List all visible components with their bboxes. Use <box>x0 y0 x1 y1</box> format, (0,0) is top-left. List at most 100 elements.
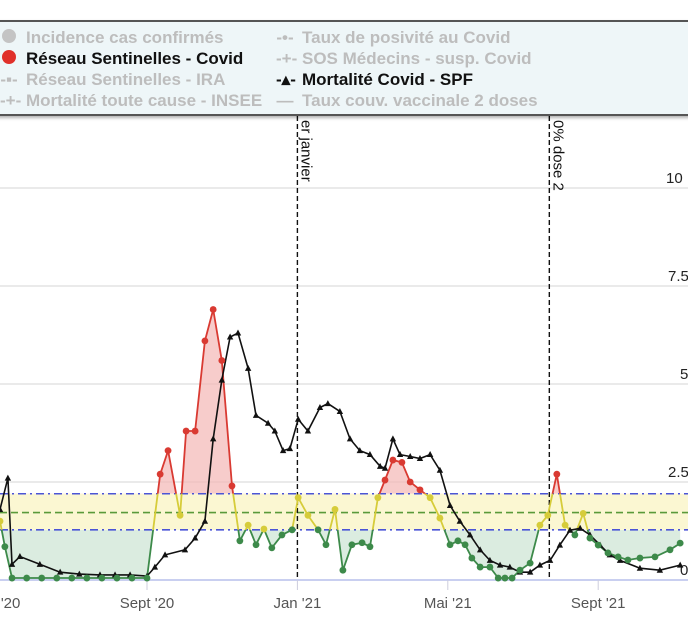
mortality-point <box>161 551 169 558</box>
sentinel-covid-point <box>8 574 16 582</box>
sentinel-covid-point <box>98 574 106 582</box>
sentinel-covid-point <box>244 521 252 529</box>
mortality-point <box>536 561 544 568</box>
legend-item-sentinelles-covid[interactable]: Réseau Sentinelles - Covid <box>0 49 243 69</box>
mortality-point <box>76 570 83 577</box>
sentinel-covid-point <box>494 574 502 582</box>
sentinel-covid-point <box>53 574 61 582</box>
dot-icon <box>0 49 18 69</box>
mortality-point <box>396 451 404 458</box>
x-tick-label: Mai '21 <box>424 595 472 612</box>
sentinel-covid-point <box>553 470 561 478</box>
mortality-point <box>616 556 624 563</box>
sentinel-covid-point <box>294 494 302 502</box>
mortality-point <box>151 563 159 570</box>
legend-label: Mortalité toute cause - INSEE <box>26 91 263 110</box>
mortality-point <box>546 556 554 563</box>
sentinel-covid-point <box>218 357 226 364</box>
sentinel-covid-point <box>201 337 209 345</box>
mortality-point <box>201 517 209 524</box>
sentinel-covid-point <box>164 447 172 455</box>
y-tick-label: 2.5 <box>668 464 688 481</box>
legend-label: Réseau Sentinelles - Covid <box>26 49 244 68</box>
legend-label: Mortalité Covid - SPF <box>302 70 473 89</box>
sentinel-covid-point <box>624 556 632 564</box>
sentinel-covid-point <box>614 553 622 561</box>
sentinel-covid-point <box>571 531 579 539</box>
mortality-point <box>376 462 384 469</box>
legend-item-sos-medecins[interactable]: -+- SOS Médecins - susp. Covid <box>276 49 532 69</box>
y-tick-label: 7.5 <box>668 268 688 285</box>
sentinel-covid-point <box>0 517 4 525</box>
sentinel-covid-point <box>374 494 382 502</box>
line-plus-icon: -+- <box>0 91 22 110</box>
sentinel-covid-point <box>516 566 524 574</box>
mortality-point <box>4 474 12 481</box>
sentinel-covid-point <box>526 559 534 567</box>
sentinel-covid-point <box>594 541 602 549</box>
mortality-point <box>8 560 16 567</box>
sentinel-covid-line <box>0 493 589 530</box>
sentinel-covid-point <box>209 306 217 313</box>
mortality-point <box>656 566 664 573</box>
y-tick-label: 0 <box>680 562 688 579</box>
mortality-point <box>506 563 514 570</box>
sentinel-covid-point <box>389 456 397 464</box>
sentinel-covid-point <box>416 486 424 494</box>
legend-item-mortalite-spf[interactable]: -▴- Mortalité Covid - SPF <box>276 70 473 90</box>
sentinel-covid-point <box>331 506 339 513</box>
sentinel-covid-point <box>426 494 434 502</box>
sentinel-covid-point <box>636 554 644 562</box>
sentinel-covid-point <box>536 521 544 529</box>
sentinel-covid-point <box>586 534 594 542</box>
sentinel-covid-point <box>446 541 454 549</box>
line-plus-icon: -+- <box>276 49 298 68</box>
sentinel-covid-point <box>228 482 236 490</box>
sentinel-covid-point <box>508 574 516 582</box>
mortality-point <box>226 333 234 340</box>
mortality-point <box>264 419 272 426</box>
mortality-point <box>356 447 364 454</box>
mortality-point <box>496 561 504 568</box>
legend-item-incidence[interactable]: Incidence cas confirmés <box>0 28 223 48</box>
sentinel-covid-point <box>381 476 389 484</box>
mortality-point <box>476 546 484 553</box>
legend-label: Taux de posivité au Covid <box>302 28 511 47</box>
legend-item-vaccination[interactable]: — Taux couv. vaccinale 2 doses <box>276 91 538 111</box>
legend-item-sentinelles-ira[interactable]: -▪- Réseau Sentinelles - IRA <box>0 70 225 90</box>
legend-label: Taux couv. vaccinale 2 doses <box>302 91 538 110</box>
sentinel-covid-point <box>579 509 587 517</box>
mortality-point <box>324 400 332 407</box>
sentinel-covid-point <box>1 543 9 551</box>
mortality-point <box>252 411 260 418</box>
sentinel-covid-point <box>314 526 322 534</box>
annotation-label: er janvier <box>297 120 314 182</box>
sentinel-covid-point <box>260 525 268 533</box>
mortality-point <box>181 546 189 553</box>
sentinel-covid-point <box>339 566 347 574</box>
sentinel-covid-point <box>156 470 164 478</box>
mortality-point <box>556 541 564 548</box>
legend-item-positivite[interactable]: -•- Taux de posivité au Covid <box>276 28 510 48</box>
sentinel-covid-point <box>348 541 356 549</box>
mortality-point <box>271 427 279 434</box>
mortality-point <box>436 466 444 473</box>
mortality-point <box>234 329 242 336</box>
sentinel-covid-point <box>113 574 121 582</box>
legend-item-mortalite-insee[interactable]: -+- Mortalité toute cause - INSEE <box>0 91 262 111</box>
line-triangle-icon: -▴- <box>276 70 296 89</box>
sentinel-covid-point <box>366 543 374 551</box>
y-tick-label: 5 <box>680 366 688 383</box>
mortality-point <box>218 376 226 383</box>
sentinel-covid-point <box>23 574 31 582</box>
sentinel-covid-point <box>38 574 46 582</box>
mortality-point <box>426 451 434 458</box>
mortality-point <box>336 407 344 414</box>
sentinel-covid-point <box>604 549 612 557</box>
sentinel-covid-point <box>398 459 406 466</box>
sentinel-covid-point <box>501 574 509 582</box>
sentinel-covid-point <box>676 539 684 547</box>
sentinel-covid-point <box>461 541 469 549</box>
legend-label: Incidence cas confirmés <box>26 28 224 47</box>
sentinel-covid-point <box>544 511 552 519</box>
